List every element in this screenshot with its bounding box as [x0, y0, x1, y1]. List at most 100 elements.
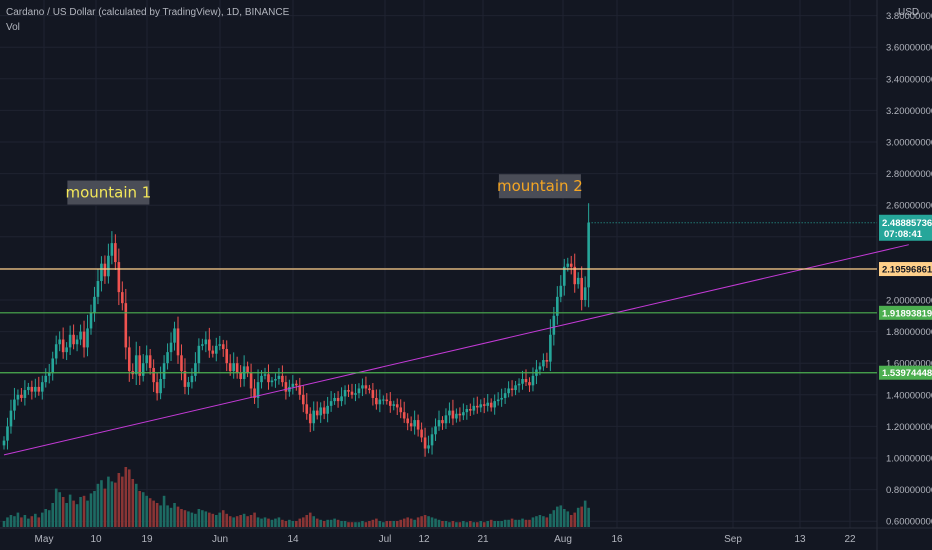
price-axis-label: 1.60000000 — [886, 359, 932, 370]
candle-body — [208, 339, 211, 351]
candle-body — [308, 413, 312, 424]
volume-bar — [542, 516, 545, 527]
volume-bar — [183, 510, 187, 527]
last-price-tag — [879, 214, 932, 241]
volume-bar — [152, 500, 155, 527]
candle-body — [298, 385, 302, 395]
candle-body — [347, 390, 350, 392]
volume-bar — [434, 518, 437, 527]
candle-body — [500, 397, 503, 400]
volume-bar — [30, 516, 34, 527]
candle-body — [420, 429, 423, 438]
volume-bar — [34, 513, 37, 527]
volume-bar — [37, 517, 41, 527]
candle-body — [441, 420, 444, 424]
candle-body — [284, 382, 288, 392]
candle-body — [517, 383, 521, 386]
volume-bar — [235, 516, 239, 527]
candle-body — [556, 296, 559, 316]
volume-bar — [472, 522, 476, 527]
price-axis-label: 1.80000000 — [886, 327, 932, 338]
volume-bar — [274, 518, 277, 527]
volume-bar — [225, 513, 229, 527]
volume-bar — [204, 511, 208, 527]
volume-bar — [256, 517, 260, 527]
candle-body — [100, 263, 103, 282]
candle-body — [528, 382, 531, 386]
candle-body — [180, 355, 183, 372]
volume-bar — [131, 479, 135, 527]
candle-body — [86, 328, 89, 348]
candle-body — [549, 334, 552, 362]
candle-body — [562, 266, 566, 286]
candle-body — [392, 404, 396, 406]
candle-body — [9, 410, 13, 427]
price-axis-label: 1.20000000 — [886, 422, 932, 433]
volume-bar — [385, 521, 389, 527]
volume-bar — [549, 513, 552, 527]
candle-body — [322, 407, 326, 414]
candle-body — [482, 404, 486, 406]
volume-bar — [68, 494, 72, 527]
candle-body — [552, 315, 556, 335]
candle-body — [569, 263, 573, 267]
candle-body — [246, 366, 249, 373]
volume-bar — [437, 519, 441, 527]
volume-bar — [166, 505, 169, 527]
candle-body — [162, 363, 166, 379]
candle-body — [148, 355, 152, 368]
volume-bar — [371, 519, 375, 527]
volume-bar — [500, 521, 503, 527]
volume-bar — [510, 518, 514, 527]
candle-body — [486, 402, 490, 406]
horizontal-level-price: 1.53974448 — [882, 368, 932, 379]
volume-bar — [552, 510, 556, 527]
volume-bar — [93, 491, 96, 527]
candle-body — [40, 382, 44, 392]
volume-bar — [155, 503, 159, 527]
candle-body — [173, 328, 176, 343]
candle-body — [458, 413, 462, 416]
candle-body — [225, 348, 229, 364]
volume-bar — [110, 481, 114, 527]
candle-body — [51, 358, 55, 373]
volume-bar — [423, 515, 427, 527]
candle-body — [343, 390, 347, 397]
candle-body — [169, 342, 173, 353]
volume-bar — [176, 506, 180, 527]
time-axis-label: 19 — [141, 534, 153, 545]
volume-bar — [368, 521, 371, 527]
candle-body — [121, 292, 124, 304]
volume-bar — [569, 515, 573, 527]
volume-indicator-label: Vol — [6, 22, 20, 33]
volume-bar — [89, 493, 93, 527]
volume-bar — [121, 476, 124, 527]
candle-body — [406, 418, 409, 424]
candle-body — [361, 385, 364, 389]
volume-bar — [382, 522, 385, 527]
volume-bar — [427, 516, 430, 527]
candle-body — [479, 404, 483, 408]
candle-body — [333, 397, 336, 402]
volume-bar — [221, 510, 225, 527]
candle-body — [580, 277, 583, 300]
symbol-title: Cardano / US Dollar (calculated by Tradi… — [6, 7, 290, 18]
price-axis-label: 2.00000000 — [886, 296, 932, 307]
candle-body — [214, 345, 218, 354]
volume-bar — [9, 515, 13, 527]
volume-bar — [580, 506, 583, 527]
candle-body — [542, 360, 545, 367]
candle-body — [312, 410, 316, 424]
candle-body — [93, 296, 96, 313]
candle-body — [295, 383, 298, 386]
candle-body — [141, 363, 145, 376]
candle-body — [357, 388, 361, 394]
candle-body — [277, 375, 281, 379]
candle-body — [382, 399, 385, 401]
horizontal-level-price: 2.19596861 — [882, 265, 932, 276]
candle-body — [413, 420, 416, 427]
price-axis-label: 0.80000000 — [886, 485, 932, 496]
volume-bar — [281, 519, 284, 527]
